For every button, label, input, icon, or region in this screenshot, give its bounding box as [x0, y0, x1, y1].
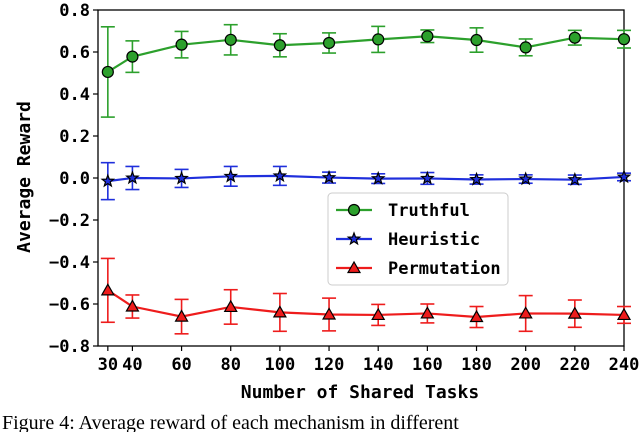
- x-tick-label: 140: [363, 355, 394, 375]
- x-tick-label: 60: [171, 355, 191, 375]
- legend-marker: [346, 260, 362, 274]
- data-point: [470, 33, 483, 47]
- series-permutation: [100, 257, 632, 335]
- legend-item-permutation: Permutation: [336, 259, 501, 279]
- data-point: [272, 168, 288, 183]
- data-point: [273, 39, 286, 52]
- axes-layer: 0.8 0.6 0.4 0.2 0.0 −0.2 −0.4 −0.6 −0.8 30 40 60 80 1…: [49, 1, 639, 375]
- data-point: [322, 36, 336, 50]
- legend-label: Heuristic: [388, 230, 480, 250]
- y-tick-label: −0.6: [49, 295, 90, 315]
- data-point: [518, 306, 533, 319]
- series-heuristic: [100, 161, 632, 201]
- data-point: [420, 170, 435, 185]
- figure-caption: Figure 4: Average reward of each mechani…: [2, 412, 459, 432]
- y-tick-label: 0.8: [59, 1, 90, 21]
- data-point: [518, 171, 534, 186]
- x-tick-label: 120: [314, 355, 345, 375]
- data-point: [469, 171, 484, 186]
- x-tick-label: 220: [559, 355, 590, 375]
- data-point: [370, 170, 386, 185]
- data-point: [100, 283, 115, 296]
- data-point: [420, 306, 435, 319]
- data-point: [174, 309, 189, 322]
- data-point: [372, 33, 385, 46]
- x-tick-label: 30: [98, 355, 118, 375]
- data-point: [616, 307, 632, 321]
- legend-marker: [347, 203, 361, 217]
- legend-label: Truthful: [388, 201, 470, 221]
- y-tick-label: −0.8: [49, 337, 90, 357]
- data-point: [421, 30, 434, 43]
- y-tick-label: −0.2: [49, 211, 90, 231]
- data-point: [469, 309, 484, 323]
- legend-box: [327, 192, 509, 286]
- data-point: [175, 38, 188, 51]
- y-axis-label: Average Reward: [14, 101, 35, 253]
- data-point: [322, 307, 337, 320]
- y-tick-label: 0.6: [59, 43, 90, 63]
- y-tick-label: 0.0: [59, 169, 90, 189]
- legend-marker: [346, 231, 362, 246]
- data-point: [126, 50, 139, 63]
- x-tick-label: 180: [461, 355, 492, 375]
- data-point: [272, 305, 287, 318]
- y-tick-label: −0.4: [49, 253, 90, 273]
- data-point: [616, 169, 632, 184]
- series-line: [107, 35, 625, 73]
- series-truthful: [100, 23, 631, 118]
- legend: Truthful Heuristic Permutation: [327, 192, 509, 286]
- x-tick-label: 80: [220, 355, 240, 375]
- data-point: [371, 307, 386, 321]
- x-tick-label: 100: [265, 355, 296, 375]
- x-tick-label: 200: [510, 355, 541, 375]
- data-point: [568, 31, 581, 44]
- data-point: [100, 173, 116, 188]
- data-point: [617, 33, 631, 46]
- data-point: [223, 168, 239, 183]
- data-point: [125, 170, 140, 185]
- chart: 0.8 0.6 0.4 0.2 0.0 −0.2 −0.4 −0.6 −0.8 30 40 60 80 1…: [14, 1, 639, 403]
- data-point: [321, 169, 337, 184]
- data-point: [567, 306, 582, 319]
- y-tick-label: 0.4: [59, 85, 90, 105]
- series-line: [107, 289, 625, 319]
- data-point: [101, 65, 114, 79]
- data-point: [519, 41, 532, 54]
- legend-item-truthful: Truthful: [336, 201, 470, 221]
- y-tick-label: 0.2: [59, 127, 90, 147]
- x-tick-label: 160: [412, 355, 443, 375]
- series-line: [107, 174, 625, 183]
- x-axis-label: Number of Shared Tasks: [241, 382, 479, 403]
- data-point: [174, 170, 189, 185]
- data-point: [224, 33, 237, 46]
- x-tick-label: 240: [609, 355, 640, 375]
- legend-label: Permutation: [388, 259, 501, 279]
- data-point: [125, 299, 140, 312]
- data-point: [567, 171, 583, 186]
- legend-item-heuristic: Heuristic: [336, 230, 480, 250]
- x-tick-label: 40: [122, 355, 142, 375]
- data-point: [223, 299, 238, 313]
- series-layer: [100, 23, 632, 335]
